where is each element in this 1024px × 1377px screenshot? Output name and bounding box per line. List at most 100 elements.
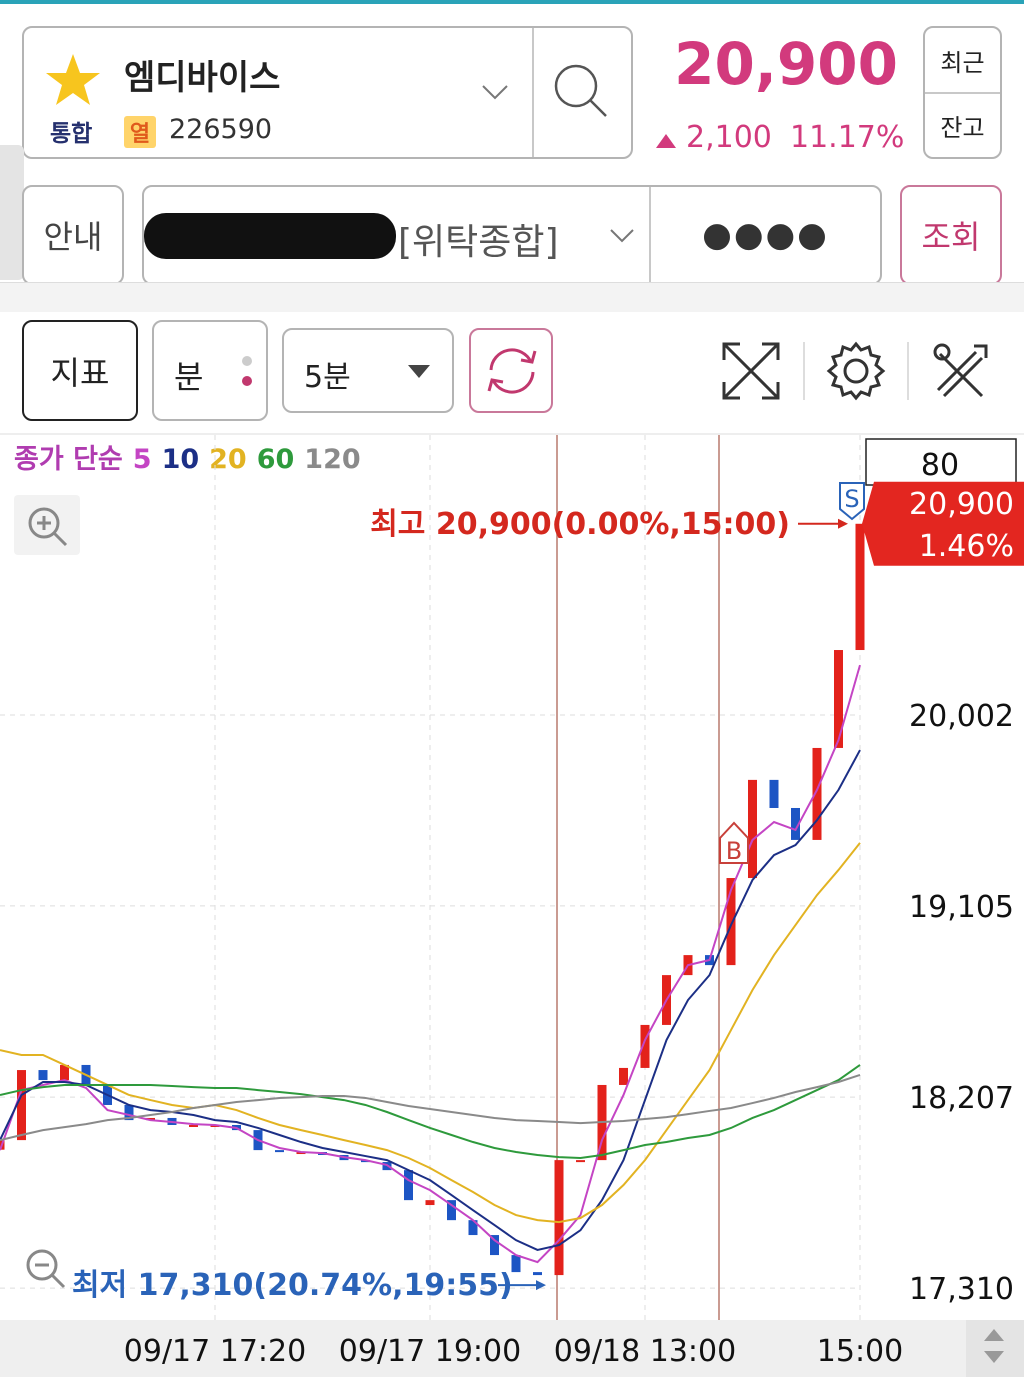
sell-marker: S xyxy=(844,485,859,513)
candle-body xyxy=(769,779,779,808)
interval-select[interactable]: 5분 xyxy=(282,328,454,413)
x-tick-label: 09/17 19:00 xyxy=(339,1334,521,1369)
dropdown-arrow xyxy=(408,365,430,378)
tag-label: 열 xyxy=(124,116,156,148)
dropdown-arrow[interactable] xyxy=(480,82,510,102)
stock-name: 엠디바이스 xyxy=(124,58,281,98)
redacted-account xyxy=(144,213,396,259)
unit-label: 분 xyxy=(174,358,204,396)
low-annotation: 최저 17,310(20.74%,19:55) xyxy=(72,1268,513,1303)
price-tag: 20,900 xyxy=(909,487,1014,522)
x-axis-band xyxy=(0,1320,1024,1377)
legend-entry: 5 xyxy=(133,444,152,475)
ma-line xyxy=(0,664,861,1264)
guide-button[interactable]: 안내 xyxy=(22,185,124,285)
y-tick-label: 20,002 xyxy=(909,699,1014,734)
x-tick-label: 09/17 17:20 xyxy=(124,1334,306,1369)
side-handle[interactable] xyxy=(0,145,24,280)
refresh-icon xyxy=(487,348,537,394)
legend-entry: 60 xyxy=(257,444,295,475)
sell-marker-box xyxy=(839,482,865,521)
buy-marker: B xyxy=(726,837,742,865)
dropdown-arrow[interactable] xyxy=(608,227,636,245)
candle-body xyxy=(640,1024,650,1068)
zoom-out[interactable] xyxy=(26,1249,66,1289)
scroll-down[interactable] xyxy=(984,1351,1004,1363)
unit-button[interactable]: 분 xyxy=(152,320,268,421)
volume-tag-box xyxy=(865,438,1017,486)
candle-body xyxy=(748,779,757,879)
candle-body xyxy=(189,1124,198,1127)
legend-label: 종가 단순 xyxy=(14,444,123,475)
candle-body xyxy=(511,1255,521,1273)
scroll-handle[interactable] xyxy=(966,1320,1024,1377)
current-price: 20,900 xyxy=(674,30,898,98)
dot xyxy=(242,376,252,386)
x-tick-label: 15:00 xyxy=(817,1334,903,1369)
divider xyxy=(907,342,909,400)
chart: 종가 단순 5 10 20 60 120 09/17 17:20 09/17 19:00 09… xyxy=(0,433,1024,1377)
legend: 종가 단순 5 10 20 60 120 xyxy=(14,444,361,475)
candle-body xyxy=(468,1220,478,1236)
chart-background xyxy=(0,433,1024,1377)
interval-label: 5분 xyxy=(304,360,351,395)
top-accent xyxy=(0,0,1024,4)
candle-body xyxy=(447,1200,456,1221)
fullscreen-button[interactable] xyxy=(718,338,784,404)
candle-body xyxy=(576,1160,585,1163)
candle-body xyxy=(38,1070,48,1081)
tools-button[interactable] xyxy=(930,340,992,402)
ma-line xyxy=(0,1064,861,1159)
market-label: 통합 xyxy=(50,121,93,147)
ma-line xyxy=(0,1074,861,1142)
divider xyxy=(925,92,1000,94)
account-selector[interactable]: [위탁종합] ●●●● xyxy=(142,185,882,285)
candle-body xyxy=(554,1160,564,1276)
candle-body xyxy=(533,1272,542,1276)
candle-body xyxy=(834,650,843,748)
candle-body xyxy=(812,747,822,840)
separator xyxy=(0,282,1024,312)
candle-body xyxy=(17,1070,26,1141)
dot xyxy=(242,356,252,366)
candle-body xyxy=(619,1067,628,1085)
candle-body xyxy=(855,523,865,651)
y-tick-label: 18,207 xyxy=(909,1081,1014,1116)
settings-button[interactable] xyxy=(825,340,887,402)
legend-entry: 120 xyxy=(304,444,360,475)
password-field[interactable]: ●●●● xyxy=(702,215,829,255)
divider xyxy=(803,342,805,400)
favorite-star[interactable] xyxy=(44,52,102,108)
candle-body xyxy=(726,878,736,966)
candle-body xyxy=(490,1235,499,1256)
refresh-button[interactable] xyxy=(469,328,553,413)
stock-selector[interactable]: 엠디바이스 통합 열 226590 xyxy=(22,26,633,159)
divider xyxy=(532,28,534,157)
zoom-in[interactable] xyxy=(14,495,80,555)
stock-code: 226590 xyxy=(169,114,273,145)
candle-body xyxy=(275,1150,284,1153)
divider xyxy=(649,187,651,283)
x-tick-label: 09/18 13:00 xyxy=(554,1334,736,1369)
buy-marker-box xyxy=(719,821,749,864)
y-tick-label: 17,310 xyxy=(909,1272,1014,1307)
candle-body xyxy=(404,1170,413,1201)
ma-line xyxy=(0,842,861,1224)
candle-body xyxy=(124,1104,134,1121)
low-arrowhead xyxy=(536,1280,546,1291)
high-annotation: 최고 20,900(0.00%,15:00) xyxy=(370,507,790,542)
up-triangle xyxy=(656,134,676,148)
price-tag-box xyxy=(862,481,1024,566)
search-button[interactable] xyxy=(552,62,612,122)
scroll-up[interactable] xyxy=(984,1329,1004,1341)
recent-button[interactable]: 최근 xyxy=(940,48,985,77)
query-button[interactable]: 조회 xyxy=(900,185,1002,285)
indicator-button[interactable]: 지표 xyxy=(22,320,138,421)
balance-button[interactable]: 잔고 xyxy=(940,114,985,142)
price-tag-rate: 1.46% xyxy=(919,529,1014,564)
volume-tag: 80 xyxy=(921,448,959,483)
price-change: 2,100 xyxy=(686,120,772,155)
candle-body xyxy=(60,1064,69,1081)
change-rate: 11.17% xyxy=(790,120,905,155)
account-type: [위탁종합] xyxy=(398,222,559,263)
